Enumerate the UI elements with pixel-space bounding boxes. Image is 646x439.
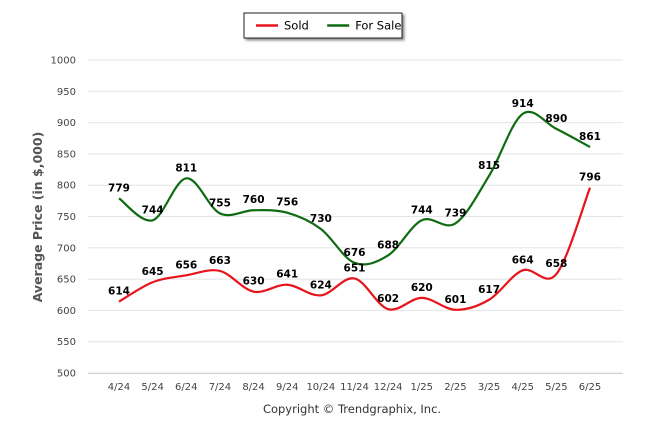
- data-label-for-sale: 739: [444, 207, 466, 219]
- x-tick-label: 6/25: [579, 382, 601, 393]
- data-label-sold: 664: [512, 254, 534, 266]
- y-tick-label: 600: [57, 306, 76, 317]
- data-label-sold: 645: [142, 266, 164, 278]
- x-tick-label: 5/24: [141, 382, 163, 393]
- series-line-sold: [118, 187, 592, 311]
- y-axis-label: Average Price (in $,000): [30, 132, 45, 303]
- x-tick-label: 7/24: [209, 382, 231, 393]
- data-label-sold: 624: [310, 279, 332, 291]
- data-label-for-sale: 744: [411, 204, 433, 216]
- x-tick-label: 2/25: [444, 382, 466, 393]
- x-tick-label: 11/24: [340, 382, 369, 393]
- y-tick-label: 550: [57, 337, 76, 348]
- data-label-sold: 796: [579, 172, 601, 184]
- x-tick-label: 6/24: [175, 382, 197, 393]
- data-label-for-sale: 730: [310, 213, 332, 225]
- data-label-sold: 602: [377, 293, 399, 305]
- data-label-for-sale: 861: [579, 131, 601, 143]
- y-tick-label: 1000: [51, 56, 76, 67]
- series: [118, 110, 592, 311]
- data-label-for-sale: 779: [108, 182, 130, 194]
- data-label-sold: 601: [444, 294, 466, 306]
- data-label-sold: 614: [108, 286, 130, 298]
- data-label-sold: 663: [209, 255, 231, 267]
- data-label-for-sale: 890: [545, 113, 567, 125]
- data-label-for-sale: 914: [512, 98, 534, 110]
- data-label-sold: 651: [344, 262, 366, 274]
- data-label-for-sale: 756: [276, 197, 298, 209]
- x-tick-label: 10/24: [306, 382, 335, 393]
- x-tick-label: 12/24: [374, 382, 403, 393]
- series-line-for-sale: [118, 110, 591, 266]
- legend-label-for-sale: For Sale: [355, 19, 401, 33]
- copyright-footer: Copyright © Trendgraphix, Inc.: [263, 402, 441, 416]
- y-tick-label: 500: [57, 369, 76, 380]
- y-tick-label: 650: [57, 275, 76, 286]
- data-labels: 614 645 656 663 630 641 624 651 602 620 601 617 664 6…: [108, 98, 601, 306]
- y-tick-label: 900: [57, 118, 76, 129]
- data-label-sold: 630: [243, 276, 265, 288]
- x-tick-label: 8/24: [242, 382, 264, 393]
- data-label-sold: 617: [478, 284, 500, 296]
- y-tick-label: 950: [57, 87, 76, 98]
- x-tick-label: 3/25: [478, 382, 500, 393]
- data-label-sold: 656: [175, 259, 197, 271]
- data-label-for-sale: 811: [175, 162, 197, 174]
- data-label-sold: 620: [411, 282, 433, 294]
- legend-label-sold: Sold: [284, 19, 309, 33]
- x-tick-label: 4/25: [511, 382, 533, 393]
- legend: Sold For Sale: [243, 12, 403, 39]
- data-label-for-sale: 760: [243, 194, 265, 206]
- y-tick-label: 700: [57, 243, 76, 254]
- axes: 500 550 600 650 700 750 800 850 900 950 1000 4/24 5/…: [51, 56, 623, 393]
- x-tick-label: 5/25: [545, 382, 567, 393]
- data-label-for-sale: 688: [377, 239, 399, 251]
- data-label-sold: 658: [545, 258, 567, 270]
- y-tick-label: 800: [57, 181, 76, 192]
- data-label-for-sale: 744: [142, 204, 164, 216]
- data-label-sold: 641: [276, 269, 298, 281]
- data-label-for-sale: 815: [478, 160, 500, 172]
- y-tick-label: 850: [57, 149, 76, 160]
- data-label-for-sale: 676: [344, 247, 366, 259]
- x-tick-label: 9/24: [276, 382, 298, 393]
- y-tick-label: 750: [57, 212, 76, 223]
- x-tick-label: 1/25: [411, 382, 433, 393]
- data-label-for-sale: 755: [209, 197, 231, 209]
- x-tick-label: 4/24: [108, 382, 130, 393]
- grid: [88, 59, 623, 374]
